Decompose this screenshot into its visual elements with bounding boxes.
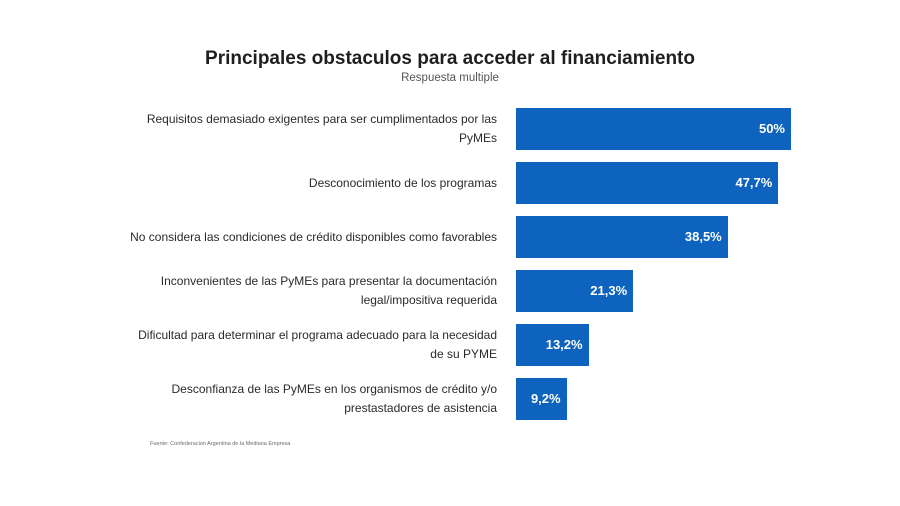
bar: 38,5% xyxy=(516,216,728,258)
data-label: 38,5% xyxy=(684,229,722,244)
source-note: Fuente: Confederacion Argentina de la Me… xyxy=(150,441,291,447)
bar: 21,3% xyxy=(516,270,634,312)
bar: 13,2% xyxy=(516,324,589,366)
data-label: 13,2% xyxy=(545,337,583,352)
bar: 50% xyxy=(516,108,791,150)
chart-subtitle: Respuesta multiple xyxy=(401,72,499,84)
category-label: Desconocimiento de los programas xyxy=(308,175,497,190)
category-label: Requisitos demasiado exigentes para ser … xyxy=(146,112,497,145)
data-label: 9,2% xyxy=(530,391,561,406)
data-label: 47,7% xyxy=(735,175,773,190)
bar: 47,7% xyxy=(516,162,779,204)
category-label: No considera las condiciones de crédito … xyxy=(130,229,497,244)
data-label: 21,3% xyxy=(590,283,628,298)
data-label: 50% xyxy=(758,121,785,136)
category-label: Dificultad para determinar el programa a… xyxy=(138,328,497,361)
bar: 9,2% xyxy=(516,378,567,420)
category-label: Desconfianza de las PyMEs en los organis… xyxy=(171,382,498,415)
category-label: Inconvenientes de las PyMEs para present… xyxy=(160,274,497,307)
chart-title: Principales obstaculos para acceder al f… xyxy=(205,48,695,69)
